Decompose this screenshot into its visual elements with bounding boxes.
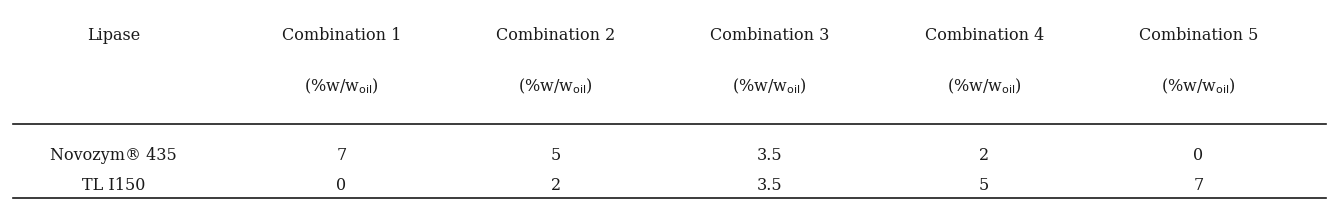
Text: Combination 1: Combination 1: [281, 27, 402, 45]
Text: TL I150: TL I150: [82, 178, 146, 194]
Text: 5: 5: [979, 178, 990, 194]
Text: 3.5: 3.5: [757, 178, 783, 194]
Text: 7: 7: [336, 148, 347, 164]
Text: 5: 5: [550, 148, 561, 164]
Text: 7: 7: [1193, 178, 1204, 194]
Text: Combination 5: Combination 5: [1138, 27, 1259, 45]
Text: Novozym® 435: Novozym® 435: [51, 148, 177, 164]
Text: 0: 0: [336, 178, 347, 194]
Text: (%w/w$_{\mathrm{oil}}$): (%w/w$_{\mathrm{oil}}$): [732, 76, 807, 96]
Text: 0: 0: [1193, 148, 1204, 164]
Text: (%w/w$_{\mathrm{oil}}$): (%w/w$_{\mathrm{oil}}$): [304, 76, 379, 96]
Text: Combination 2: Combination 2: [495, 27, 616, 45]
Text: (%w/w$_{\mathrm{oil}}$): (%w/w$_{\mathrm{oil}}$): [518, 76, 593, 96]
Text: Combination 3: Combination 3: [710, 27, 830, 45]
Text: (%w/w$_{\mathrm{oil}}$): (%w/w$_{\mathrm{oil}}$): [1161, 76, 1236, 96]
Text: (%w/w$_{\mathrm{oil}}$): (%w/w$_{\mathrm{oil}}$): [947, 76, 1022, 96]
Text: 3.5: 3.5: [757, 148, 783, 164]
Text: 2: 2: [550, 178, 561, 194]
Text: Combination 4: Combination 4: [924, 27, 1044, 45]
Text: 2: 2: [979, 148, 990, 164]
Text: Lipase: Lipase: [87, 27, 141, 45]
